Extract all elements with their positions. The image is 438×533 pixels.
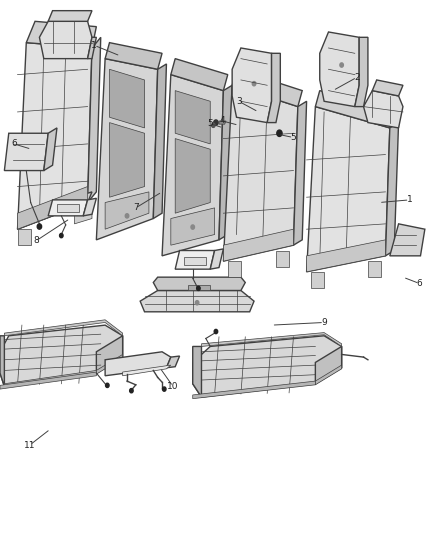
Polygon shape: [175, 139, 210, 213]
Polygon shape: [311, 272, 324, 288]
Polygon shape: [96, 354, 123, 374]
Polygon shape: [96, 336, 123, 373]
Polygon shape: [184, 257, 206, 265]
Circle shape: [130, 389, 133, 393]
Polygon shape: [166, 356, 180, 368]
Polygon shape: [4, 133, 48, 171]
Polygon shape: [355, 37, 368, 107]
Polygon shape: [171, 59, 228, 91]
Polygon shape: [188, 285, 210, 290]
Text: 6: 6: [417, 279, 423, 288]
Polygon shape: [48, 200, 88, 216]
Text: 11: 11: [24, 441, 35, 449]
Circle shape: [214, 120, 218, 125]
Polygon shape: [276, 251, 289, 266]
Polygon shape: [105, 192, 149, 229]
Polygon shape: [315, 365, 342, 385]
Polygon shape: [88, 37, 101, 203]
Polygon shape: [0, 325, 123, 386]
Polygon shape: [193, 381, 315, 399]
Polygon shape: [175, 251, 215, 269]
Polygon shape: [223, 85, 298, 261]
Polygon shape: [372, 80, 403, 96]
Polygon shape: [4, 370, 96, 386]
Polygon shape: [385, 123, 399, 256]
Polygon shape: [110, 123, 145, 197]
Polygon shape: [18, 192, 92, 229]
Text: 6: 6: [11, 140, 17, 148]
Text: 2: 2: [354, 73, 360, 82]
Polygon shape: [320, 32, 359, 107]
Polygon shape: [140, 290, 254, 312]
Polygon shape: [39, 21, 92, 59]
Polygon shape: [364, 91, 403, 128]
Text: 3: 3: [236, 97, 242, 106]
Circle shape: [197, 286, 200, 290]
Text: 8: 8: [33, 237, 39, 245]
Circle shape: [162, 387, 166, 391]
Polygon shape: [105, 352, 171, 376]
Polygon shape: [96, 59, 158, 240]
Polygon shape: [0, 372, 96, 389]
Polygon shape: [48, 11, 92, 21]
Polygon shape: [162, 75, 223, 256]
Polygon shape: [267, 53, 280, 123]
Polygon shape: [390, 224, 425, 256]
Polygon shape: [232, 69, 302, 107]
Polygon shape: [0, 336, 4, 386]
Polygon shape: [18, 229, 31, 245]
Text: 1: 1: [91, 41, 97, 50]
Circle shape: [277, 130, 282, 136]
Text: 1: 1: [406, 196, 413, 204]
Polygon shape: [232, 48, 272, 123]
Polygon shape: [88, 37, 96, 59]
Text: 4: 4: [220, 117, 225, 125]
Polygon shape: [201, 333, 342, 346]
Polygon shape: [210, 249, 223, 269]
Polygon shape: [193, 336, 342, 397]
Polygon shape: [219, 121, 226, 124]
Polygon shape: [83, 198, 96, 216]
Polygon shape: [153, 277, 245, 290]
Polygon shape: [4, 320, 123, 336]
Text: 9: 9: [321, 318, 327, 327]
Polygon shape: [307, 240, 385, 272]
Polygon shape: [57, 204, 79, 212]
Circle shape: [195, 301, 199, 305]
Circle shape: [191, 225, 194, 229]
Polygon shape: [153, 64, 166, 219]
Polygon shape: [293, 101, 307, 245]
Polygon shape: [18, 187, 88, 229]
Circle shape: [214, 329, 218, 334]
Circle shape: [212, 123, 215, 127]
Polygon shape: [171, 208, 215, 245]
Circle shape: [252, 82, 256, 86]
Polygon shape: [110, 69, 145, 128]
Polygon shape: [228, 261, 241, 277]
Circle shape: [106, 383, 109, 387]
Polygon shape: [44, 128, 57, 171]
Polygon shape: [74, 203, 92, 224]
Text: 5: 5: [290, 133, 297, 142]
Circle shape: [37, 224, 42, 229]
Polygon shape: [123, 365, 171, 376]
Polygon shape: [315, 91, 394, 128]
Circle shape: [340, 63, 343, 67]
Polygon shape: [193, 346, 201, 397]
Circle shape: [125, 214, 129, 218]
Polygon shape: [219, 85, 232, 240]
Polygon shape: [26, 21, 96, 48]
Text: 10: 10: [167, 382, 179, 391]
Circle shape: [60, 233, 63, 238]
Polygon shape: [223, 229, 293, 261]
Polygon shape: [18, 43, 92, 229]
Polygon shape: [368, 261, 381, 277]
Text: 5: 5: [207, 119, 213, 128]
Polygon shape: [307, 107, 390, 272]
Polygon shape: [105, 43, 162, 69]
Polygon shape: [175, 91, 210, 144]
Text: 7: 7: [133, 204, 139, 212]
Polygon shape: [315, 346, 342, 384]
